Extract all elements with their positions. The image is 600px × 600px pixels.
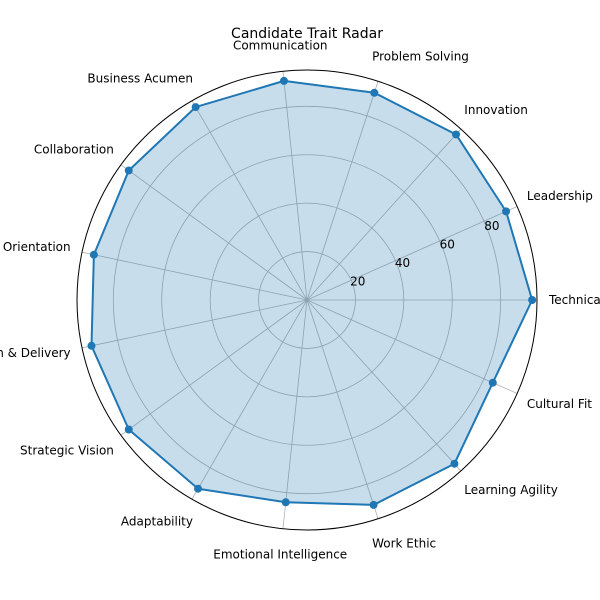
data-point: [502, 207, 511, 216]
category-label: Research Orientation: [0, 240, 71, 254]
data-point: [528, 296, 537, 304]
category-label: Communication: [233, 38, 328, 52]
spoke-line: [81, 251, 308, 301]
category-label: Emotional Intelligence: [213, 548, 347, 562]
spoke-line: [191, 100, 308, 301]
data-point: [488, 378, 497, 387]
spoke-line: [306, 299, 462, 472]
category-label: Cultural Fit: [527, 397, 592, 411]
spoke-line: [282, 71, 308, 301]
data-point: [370, 88, 379, 97]
data-point: [87, 341, 96, 350]
spoke-line: [120, 164, 308, 301]
data-point: [279, 76, 288, 85]
category-label: Learning Agility: [464, 483, 558, 497]
series-line: [90, 79, 534, 506]
data-point: [124, 425, 133, 434]
series-area: [91, 80, 533, 505]
data-point: [191, 103, 200, 112]
spoke-line: [191, 299, 308, 500]
r-tick-label: 60: [440, 237, 455, 251]
r-tick-label: 80: [484, 219, 499, 233]
category-label: Strategic Vision: [20, 443, 114, 457]
spoke-line: [120, 299, 308, 436]
spoke-line: [81, 299, 308, 349]
category-label: Problem Solving: [372, 50, 469, 64]
spoke-line: [306, 81, 379, 301]
data-point: [124, 166, 133, 175]
data-point: [452, 130, 461, 139]
spoke-line: [306, 299, 379, 519]
category-label: Innovation: [464, 103, 528, 117]
spoke-line: [306, 206, 518, 301]
category-label: Adaptability: [121, 515, 193, 529]
data-point: [369, 500, 378, 509]
data-point: [450, 459, 459, 468]
category-label: Collaboration: [34, 143, 114, 157]
grid-layer: [76, 69, 538, 531]
spoke-line: [306, 299, 518, 394]
series-layer: [87, 76, 537, 509]
chart-title: Candidate Trait Radar: [231, 26, 383, 42]
data-point: [89, 250, 98, 259]
category-label: Execution & Delivery: [0, 346, 71, 360]
spoke-line: [306, 128, 462, 301]
data-point: [194, 484, 203, 493]
category-label: Technical Exper: [548, 293, 600, 307]
r-tick-label: 40: [395, 256, 410, 270]
r-tick-label: 20: [350, 274, 365, 288]
category-label: Business Acumen: [87, 71, 193, 85]
labels-layer: 20 40 60 80 Technical Exper Leadership Innovat…: [0, 38, 600, 561]
polar-frame: [76, 69, 538, 531]
category-label: Work Ethic: [372, 536, 436, 550]
category-label: Leadership: [527, 189, 593, 203]
spoke-line: [282, 299, 308, 529]
data-point: [281, 498, 290, 507]
